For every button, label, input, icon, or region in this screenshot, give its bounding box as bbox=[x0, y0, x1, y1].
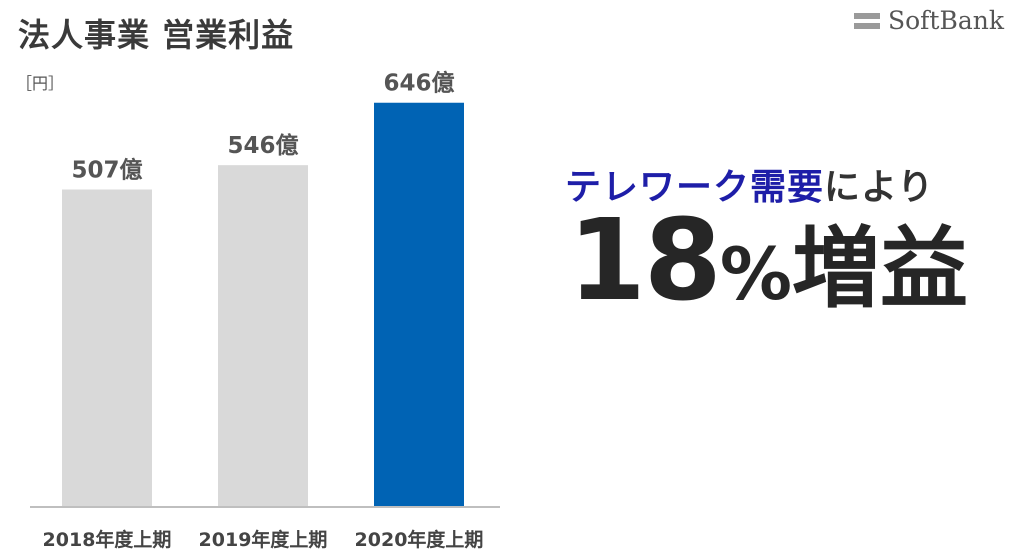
unit-label: ［円］ bbox=[16, 74, 65, 93]
category-label-0: 2018年度上期 bbox=[43, 528, 172, 551]
softbank-logo: SoftBank bbox=[853, 6, 1004, 35]
logo-text: SoftBank bbox=[887, 6, 1004, 35]
category-label-1: 2019年度上期 bbox=[199, 528, 328, 551]
value-label-1: 546億 bbox=[227, 132, 298, 159]
value-label-0: 507億 bbox=[71, 157, 142, 184]
callout-rest: により bbox=[824, 167, 935, 208]
chart-title: 法人事業 営業利益 bbox=[18, 16, 295, 54]
bar-2 bbox=[374, 102, 464, 507]
logo-mark-icon bbox=[853, 12, 880, 29]
bar-0 bbox=[62, 189, 152, 506]
value-label-2: 646億 bbox=[383, 70, 454, 97]
growth-headline: 18%増益 bbox=[568, 205, 968, 317]
category-label-2: 2020年度上期 bbox=[355, 528, 484, 551]
bar-chart: 507億 2018年度上期 546億 2019年度上期 646億 2020年度上期 bbox=[30, 70, 500, 551]
callout-accent: テレワーク需要 bbox=[565, 167, 825, 208]
growth-percent: % bbox=[719, 232, 792, 316]
growth-number: 18 bbox=[568, 196, 722, 326]
callout-line: テレワーク需要により bbox=[565, 158, 934, 210]
bar-1 bbox=[218, 165, 308, 506]
growth-suffix: 増益 bbox=[792, 217, 969, 320]
